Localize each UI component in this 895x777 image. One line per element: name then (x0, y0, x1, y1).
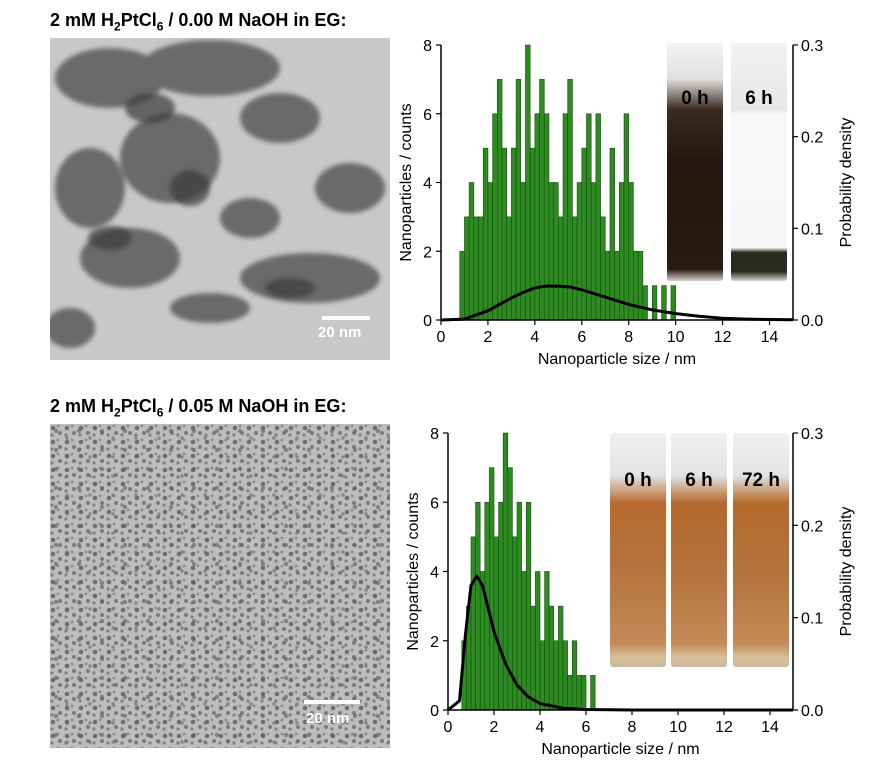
y2-tick-label: 0.1 (801, 611, 823, 628)
x-tick-label: 14 (761, 329, 779, 346)
y-tick-label: 6 (430, 495, 439, 512)
histogram-bar (571, 640, 578, 711)
histogram-bar (475, 501, 481, 711)
vial-label-2-72h: 72 h (741, 470, 781, 491)
y-tick-label: 2 (430, 634, 439, 651)
fit-curve (447, 574, 793, 712)
vial-2-72h (733, 433, 789, 667)
y2-axis-label: Probability density (838, 507, 855, 637)
y2-tick-label: 0.3 (801, 426, 823, 443)
histogram-bar (535, 571, 541, 711)
tem-texture-1 (50, 38, 390, 360)
histogram-bar (544, 571, 550, 711)
x-tick-label: 0 (437, 329, 446, 346)
x-tick-label: 2 (483, 329, 492, 346)
vial-1-6h (731, 43, 787, 281)
histogram-bar (581, 675, 587, 711)
histogram-bar (567, 675, 573, 711)
x-tick-label: 14 (761, 719, 779, 736)
y-axis-label: Nanoparticles / counts (405, 492, 422, 650)
tem-image-2: 20 nm (50, 424, 390, 748)
y2-tick-label: 0.0 (801, 703, 823, 720)
y2-tick-label: 0.1 (801, 221, 823, 238)
vial-1-0h (667, 43, 723, 281)
y-tick-label: 8 (423, 38, 432, 55)
x-tick-label: 4 (530, 329, 539, 346)
y-tick-label: 0 (430, 703, 439, 720)
panel-2-title: 2 mM H2PtCl6 / 0.05 M NaOH in EG: (50, 396, 347, 420)
x-tick-label: 6 (582, 719, 591, 736)
y2-tick-label: 0.0 (801, 313, 823, 330)
y2-tick-label: 0.2 (801, 518, 823, 535)
x-tick-label: 8 (628, 719, 637, 736)
y-tick-label: 8 (430, 426, 439, 443)
y2-axis-label: Probability density (838, 118, 855, 248)
histogram-bar (530, 605, 536, 711)
vial-label-1-6h: 6 h (745, 88, 773, 109)
y-tick-label: 2 (423, 244, 432, 261)
x-tick-label: 0 (444, 719, 453, 736)
scale-bar-2 (304, 700, 360, 704)
histogram-bar (516, 501, 522, 711)
vial-2-0h (610, 433, 666, 667)
y2-tick-label: 0.2 (801, 130, 823, 147)
x-tick-label: 2 (490, 719, 499, 736)
histogram-bar (562, 640, 568, 711)
panel-1-title: 2 mM H2PtCl6 / 0.00 M NaOH in EG: (50, 10, 347, 34)
vial-2-6h (671, 433, 727, 667)
y-tick-label: 4 (430, 565, 439, 582)
histogram-bar (558, 605, 564, 711)
tem-image-1: 20 nm (50, 38, 390, 360)
histogram-bar (489, 467, 495, 711)
x-tick-label: 10 (667, 329, 685, 346)
histogram-bar (525, 501, 532, 711)
x-tick-label: 6 (577, 329, 586, 346)
vial-label-2-0h: 0 h (624, 470, 652, 491)
x-tick-label: 10 (669, 719, 687, 736)
scale-label-1: 20 nm (318, 324, 362, 341)
x-tick-label: 12 (715, 719, 733, 736)
x-axis-label: Nanoparticle size / nm (538, 351, 696, 368)
scale-label-2: 20 nm (306, 710, 350, 727)
y-tick-label: 0 (423, 313, 432, 330)
fit-curve (440, 284, 794, 322)
histogram-bar (498, 501, 504, 711)
histogram-bar (576, 675, 582, 711)
y2-tick-label: 0.3 (801, 38, 823, 55)
histogram-bar (470, 536, 476, 711)
vial-label-2-6h: 6 h (685, 470, 713, 491)
vial-label-1-0h: 0 h (681, 88, 709, 109)
y-tick-label: 4 (423, 176, 432, 193)
scale-bar-1 (322, 316, 370, 320)
x-axis-label: Nanoparticle size / nm (541, 741, 699, 758)
tem-texture-2 (50, 424, 390, 748)
x-tick-label: 12 (714, 329, 732, 346)
y-axis-label: Nanoparticles / counts (398, 103, 415, 261)
histogram-bar (539, 640, 545, 711)
x-tick-label: 8 (624, 329, 633, 346)
histogram-bar (553, 640, 559, 711)
x-tick-label: 4 (536, 719, 545, 736)
histogram-bar (590, 675, 596, 711)
histogram-bar (493, 536, 499, 711)
histogram-bar (548, 605, 555, 711)
y-tick-label: 6 (423, 107, 432, 124)
